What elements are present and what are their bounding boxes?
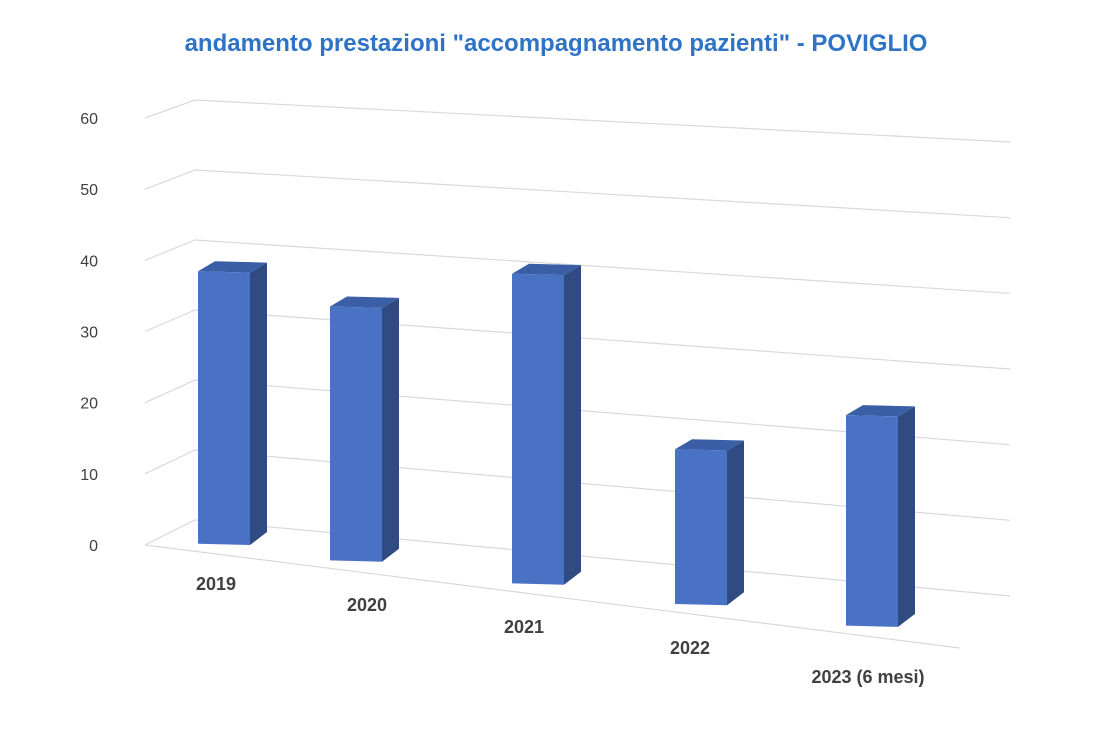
x-tick-label-2020: 2020 xyxy=(347,595,387,615)
gridlines xyxy=(144,99,1011,597)
gridline-40 xyxy=(144,239,1011,294)
x-tick-label-2022: 2022 xyxy=(670,638,710,658)
bar-side-2021 xyxy=(564,265,581,585)
gridline-30 xyxy=(144,309,1011,370)
bar-side-2020 xyxy=(382,297,399,562)
bar-2020 xyxy=(330,306,382,562)
gridline-60 xyxy=(144,99,1011,143)
x-axis-ticks: 2019 2020 2021 2022 2023 (6 mesi) xyxy=(196,574,925,687)
y-tick-label-20: 20 xyxy=(80,396,98,413)
bar-side-2022 xyxy=(727,440,744,606)
y-tick-label-50: 50 xyxy=(80,182,98,199)
y-tick-label-0: 0 xyxy=(89,538,98,555)
x-tick-label-2023 (6 mesi): 2023 (6 mesi) xyxy=(811,667,924,687)
y-tick-label-10: 10 xyxy=(80,467,98,484)
bar-2019 xyxy=(198,271,250,546)
y-tick-label-60: 60 xyxy=(80,111,98,128)
y-axis-ticks: 0 10 20 30 40 50 60 xyxy=(80,111,98,555)
bar-top-2023 (6 mesi) xyxy=(846,405,915,417)
bar-top-2019 xyxy=(198,261,267,273)
bar-top-2020 xyxy=(330,296,399,308)
gridline-20 xyxy=(144,379,1011,446)
bar-top-2022 xyxy=(675,439,744,451)
x-tick-label-2021: 2021 xyxy=(504,617,544,637)
y-tick-label-40: 40 xyxy=(80,253,98,270)
bars xyxy=(198,261,915,627)
gridline-50 xyxy=(144,169,1011,219)
x-tick-label-2019: 2019 xyxy=(196,574,236,594)
x-axis-floor-line xyxy=(144,544,961,649)
chart-title: andamento prestazioni "accompagnamento p… xyxy=(184,30,928,57)
bar-side-2023 (6 mesi) xyxy=(898,406,915,627)
y-tick-label-30: 30 xyxy=(80,325,98,342)
bar-top-2021 xyxy=(512,263,581,276)
bar-side-2019 xyxy=(250,262,267,546)
bar-2023 (6 mesi) xyxy=(846,415,898,627)
bar-2022 xyxy=(675,449,727,606)
bar-2021 xyxy=(512,273,564,585)
